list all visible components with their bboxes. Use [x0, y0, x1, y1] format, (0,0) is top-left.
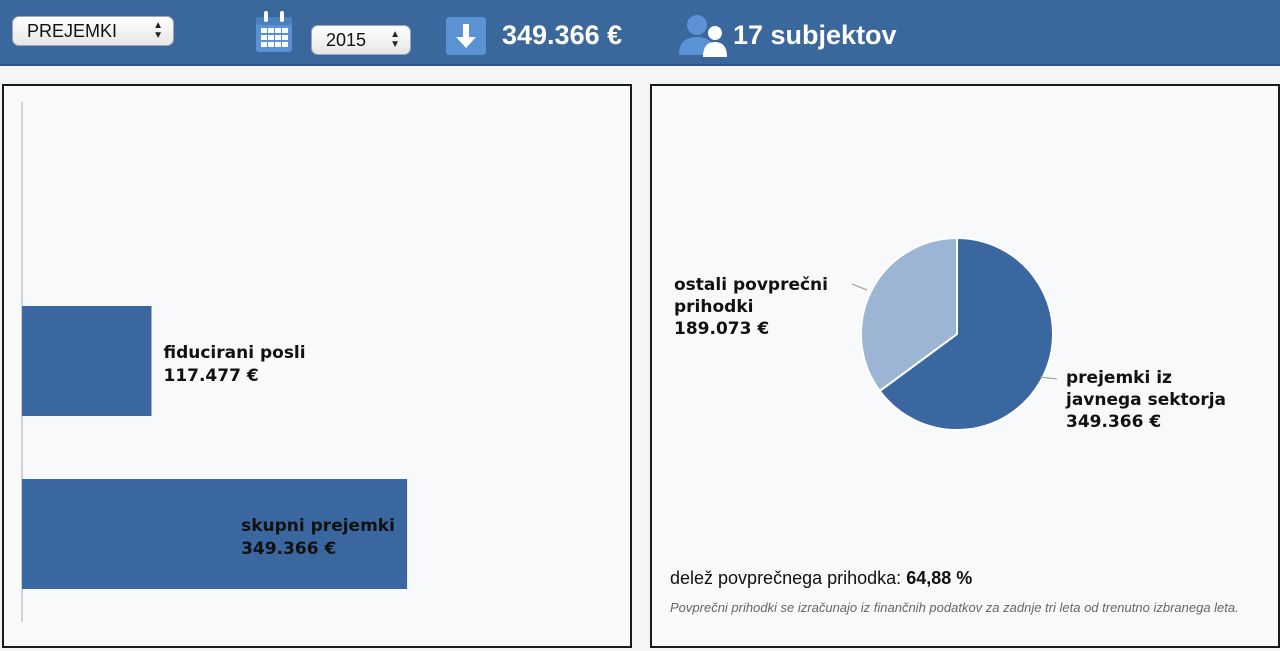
category-select-value: PREJEMKI [27, 20, 118, 41]
year-select[interactable]: 2015 ▲ ▼ [311, 25, 411, 55]
footnote: Povprečni prihodki se izračunajo iz fina… [670, 600, 1239, 615]
top-bar: PREJEMKI ▲ ▼ 2015 ▲ ▼ 349.366 € [0, 0, 1280, 66]
users-icon [677, 13, 733, 57]
bar-0[interactable] [22, 306, 152, 416]
bar-category-label: fiducirani posli [163, 343, 305, 363]
share-label: delež povprečnega prihodka: [670, 568, 902, 588]
pie-leader-line [851, 283, 868, 291]
share-line: delež povprečnega prihodka: 64,88 % [670, 568, 972, 589]
subjects-count: 17 subjektov [733, 20, 897, 50]
category-select[interactable]: PREJEMKI ▲ ▼ [12, 16, 174, 46]
pie-slice-1[interactable] [860, 236, 958, 393]
year-select-value: 2015 [326, 29, 367, 50]
pie-chart-panel: prejemki iz javnega sektorja 349.366 € osta… [650, 84, 1280, 648]
pie-leader-line [1039, 376, 1058, 380]
select-arrows-icon: ▲ ▼ [390, 29, 400, 50]
select-arrows-icon: ▲ ▼ [153, 20, 163, 41]
bar-category-label: skupni prejemki [241, 516, 395, 536]
bar-value-label: 349.366 € [241, 539, 336, 559]
bar-1[interactable] [22, 479, 408, 589]
bar-chart: fiducirani posli 117.477 € skupni prejemki… [21, 102, 408, 622]
download-icon[interactable] [446, 17, 486, 55]
pie-slice-label: ostali povprečni [674, 275, 828, 295]
pie-value-label: 349.366 € [1066, 412, 1161, 432]
total-amount: 349.366 € [502, 20, 623, 50]
bar-value-label: 117.477 € [163, 366, 258, 386]
share-value: 64,88 % [906, 568, 973, 588]
calendar-icon[interactable] [253, 10, 295, 54]
pie-slice-label: javnega sektorja [1065, 390, 1226, 410]
pie-slice-label: prihodki [674, 297, 753, 317]
pie-slice-label: prejemki iz [1066, 368, 1172, 388]
bar-chart-panel: fiducirani posli 117.477 € skupni prejemki… [2, 84, 632, 648]
pie-value-label: 189.073 € [674, 319, 769, 339]
